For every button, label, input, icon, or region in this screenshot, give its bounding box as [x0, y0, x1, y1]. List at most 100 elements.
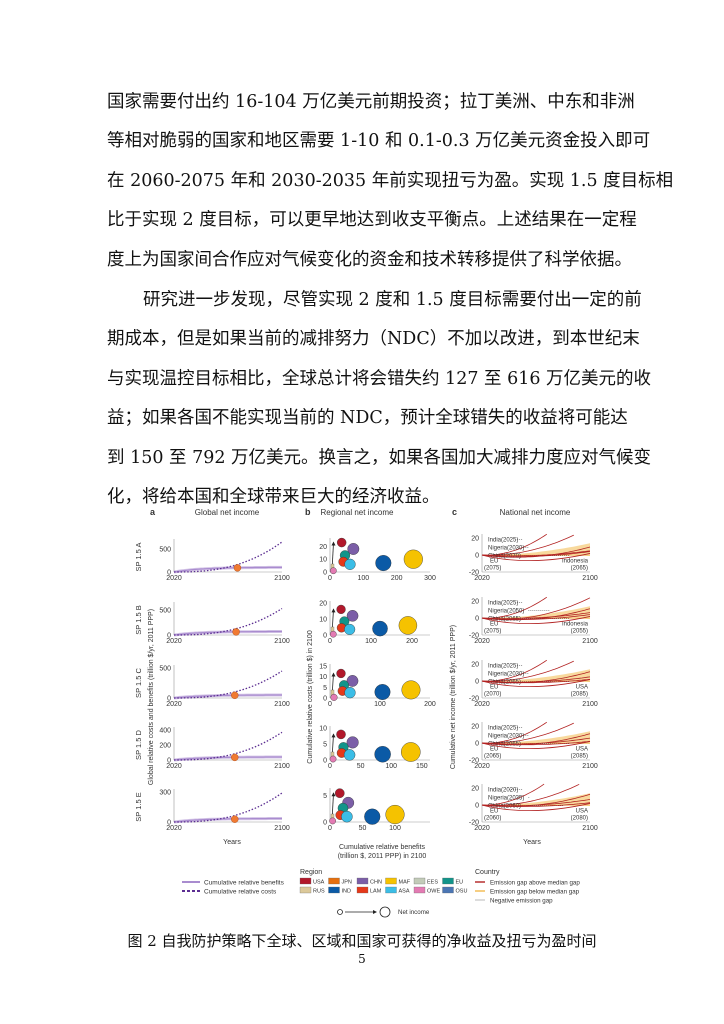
y-tick-label: 0 — [323, 633, 327, 640]
legend-swatch-lam — [356, 886, 369, 894]
x-tick-label: 300 — [424, 575, 436, 582]
panel-b-ylabel: Cumulative relative costs (trillion $) i… — [307, 630, 314, 764]
bubble-asa — [344, 558, 356, 570]
panel-a-letter: a — [150, 507, 156, 517]
legend-region-label: OWE — [427, 889, 440, 895]
x-tick-label: 2100 — [582, 575, 598, 582]
x-tick-label: 2100 — [274, 825, 290, 832]
panel-b-letter: b — [305, 507, 311, 517]
country-curve — [481, 612, 591, 619]
x-tick-label: 2020 — [166, 825, 182, 832]
legend-country-label: Emission gap below median gap — [490, 888, 580, 895]
x-tick-label: 2020 — [474, 763, 490, 770]
figure-caption: 图 2 自我防护策略下全球、区域和国家可获得的净收益及扭亏为盈时间 — [127, 932, 597, 950]
country-label: Nigeria(2030) — [488, 672, 524, 678]
panel-c-title: National net income — [500, 508, 571, 517]
country-label: EU — [490, 685, 498, 691]
y-tick-label: 0 — [167, 820, 171, 827]
y-tick-label: 20 — [471, 662, 479, 669]
text-line: 益；如果各国不能实现当前的 NDC，预计全球错失的收益将可能达 — [107, 408, 628, 429]
arrow-head — [331, 608, 336, 613]
x-tick-label: 150 — [416, 763, 428, 770]
text-line: 在 2060-2075 年和 2030-2035 年前实现扭亏为盈。实现 1.5… — [107, 170, 674, 191]
y-tick-label: 0 — [167, 696, 171, 703]
benefits-line — [173, 817, 282, 823]
country-curve — [481, 534, 574, 556]
x-tick-label: 200 — [406, 638, 418, 645]
x-tick-label: 100 — [374, 701, 386, 708]
benefits-line — [173, 566, 282, 573]
y-tick-label: -20 — [469, 696, 479, 703]
below-median-band — [482, 731, 590, 744]
bubble-usa — [336, 537, 347, 548]
scenario-label: SP 1.5 D — [134, 729, 143, 759]
legend-region-label: IND — [342, 889, 352, 895]
bubble-ind — [372, 620, 388, 637]
y-tick-label: 10 — [319, 557, 327, 564]
x-tick-label: 2100 — [274, 701, 290, 708]
legend-region-title: Region — [300, 869, 322, 876]
country-curve — [481, 803, 591, 812]
y-tick-label: 0 — [475, 616, 479, 623]
legend-region-label: EU — [456, 880, 464, 886]
panel-b-xlabel: (trillion $, 2011 PPP) in 2100 — [338, 853, 427, 860]
x-tick-label: 100 — [385, 763, 397, 770]
legend-swatch-usa — [299, 877, 312, 885]
country-label: EU — [490, 622, 498, 628]
x-tick-label: 2020 — [474, 638, 490, 645]
bubble-usa — [336, 668, 346, 679]
y-tick-label: 20 — [319, 601, 327, 608]
country-label: Nigeria(2030) — [488, 546, 524, 552]
x-tick-label: 2020 — [474, 825, 490, 832]
bubble-owe — [330, 693, 338, 701]
x-tick-label: 100 — [389, 825, 401, 832]
x-tick-label: 0 — [328, 575, 332, 582]
country-label: (2075) — [484, 565, 501, 571]
y-tick-label: 20 — [471, 724, 479, 731]
costs-line — [174, 607, 283, 636]
text-line: 比于实现 2 度目标，可以更早地达到收支平衡点。上述结果在一定程 — [107, 210, 637, 231]
legend-swatch-osu — [442, 886, 454, 894]
arrow-head — [331, 672, 336, 677]
legend-arrow-icon — [373, 910, 377, 914]
benefits-line — [173, 694, 282, 699]
bubble-owe — [329, 817, 336, 825]
legend-large-circle-icon — [379, 906, 391, 918]
country-curve — [481, 802, 591, 807]
x-tick-label: 2020 — [474, 701, 490, 708]
bubble-chn — [346, 675, 359, 687]
legend-swatch-asa — [385, 886, 397, 894]
scenario-label: SP 1.5 B — [134, 605, 143, 634]
legend-region-label: ASA — [399, 889, 410, 895]
scenario-label: SP 1.5 A — [134, 542, 143, 571]
country-curve — [481, 679, 591, 688]
y-tick-label: 10 — [319, 674, 327, 681]
bubble-usa — [336, 604, 346, 614]
breakeven-point — [233, 564, 242, 572]
country-curve — [481, 722, 574, 744]
text-line: 研究进一步发现，尽管实现 2 度和 1.5 度目标需要付出一定的前 — [143, 290, 642, 310]
panel-c-letter: c — [452, 507, 457, 517]
legend-swatch-eu — [442, 877, 454, 885]
costs-line — [174, 792, 283, 823]
panel-c-ylabel: Cumulative net income (trillion $/yr, 20… — [450, 625, 457, 769]
costs-line — [174, 670, 283, 699]
country-label: (2060) — [484, 815, 501, 821]
x-tick-label: 50 — [359, 825, 367, 832]
x-tick-label: 200 — [424, 701, 436, 708]
y-tick-label: 20 — [471, 599, 479, 606]
country-label: (2055) — [571, 628, 588, 634]
bubble-ind — [374, 684, 391, 700]
y-tick-label: 0 — [323, 758, 327, 765]
text-line: 等相对脆弱的国家和地区需要 1-10 和 0.1-0.3 万亿美元资金投入即可 — [107, 131, 651, 152]
y-tick-label: 20 — [319, 544, 327, 551]
bubble-chn — [346, 736, 359, 749]
y-tick-label: 15 — [319, 664, 327, 671]
country-curve — [481, 614, 591, 620]
panel-a-title: Global net income — [195, 508, 260, 517]
x-tick-label: 100 — [365, 638, 377, 645]
legend-country-title: Country — [475, 869, 500, 876]
x-tick-label: 0 — [328, 701, 332, 708]
paragraph-2: 研究进一步发现，尽管实现 2 度和 1.5 度目标需要付出一定的前 期成本，但是如… — [107, 281, 651, 517]
breakeven-point — [231, 753, 239, 762]
